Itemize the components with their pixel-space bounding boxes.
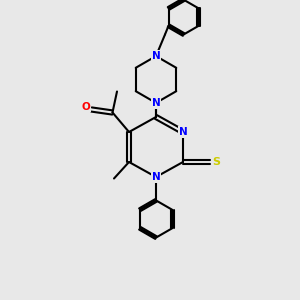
Text: N: N [152, 172, 160, 182]
Text: S: S [212, 157, 220, 167]
Text: O: O [81, 101, 90, 112]
Text: N: N [152, 98, 160, 108]
Text: N: N [178, 127, 188, 137]
Text: N: N [152, 51, 160, 61]
